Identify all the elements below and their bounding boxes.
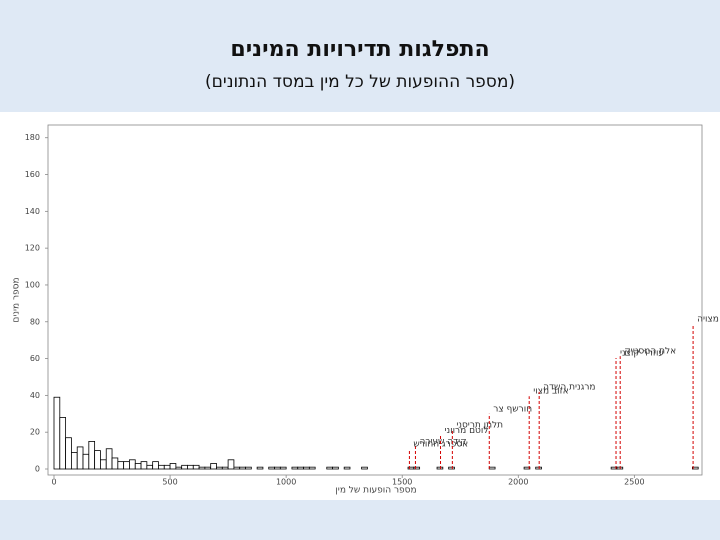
annotation-label: אלת המסטיק — [624, 347, 676, 357]
chart-panel — [0, 112, 720, 500]
x-tick-label: 1500 — [392, 478, 412, 487]
histogram-bar — [233, 466, 241, 470]
x-tick-label: 500 — [162, 478, 177, 487]
histogram-bar — [105, 448, 113, 470]
histogram-bar — [535, 466, 542, 470]
x-axis-label: מספר הופעות של מין — [335, 486, 416, 496]
histogram-bar — [100, 459, 107, 470]
plot-frame — [47, 124, 703, 476]
x-tick-label: 2500 — [624, 478, 644, 487]
histogram-bar — [291, 466, 299, 470]
histogram-bar — [175, 466, 183, 470]
x-tick-label: 1000 — [276, 478, 296, 487]
histogram-bar — [82, 453, 90, 470]
y-tick-label: 120 — [25, 244, 40, 253]
histogram-bar — [216, 466, 223, 470]
histogram-bar — [123, 461, 130, 470]
histogram-bar — [129, 459, 136, 470]
y-tick-label: 0 — [35, 465, 40, 474]
histogram-bar — [65, 437, 72, 470]
histogram-bar — [332, 466, 339, 470]
y-tick-label: 80 — [30, 317, 40, 326]
annotation-label: תלתן תריסני — [456, 421, 503, 431]
histogram-bar — [245, 466, 252, 470]
histogram-bar — [343, 466, 351, 470]
histogram-bar — [221, 466, 229, 470]
histogram-bar — [227, 459, 235, 470]
histogram-bar — [523, 466, 531, 470]
histogram-bar — [256, 466, 264, 470]
y-tick-label: 100 — [25, 280, 40, 289]
histogram-bar — [407, 466, 415, 470]
histogram-bar — [71, 452, 78, 470]
y-tick-label: 20 — [30, 428, 40, 437]
histogram-bar — [413, 466, 421, 470]
y-tick-label: 180 — [25, 133, 40, 142]
histogram-bar — [198, 466, 206, 470]
histogram-bar — [88, 440, 96, 470]
histogram-bar — [326, 466, 333, 470]
histogram-bar — [181, 464, 188, 470]
y-tick-label: 40 — [30, 391, 40, 400]
histogram-bar — [279, 466, 287, 470]
annotation-label: עוזרר קוצני — [620, 348, 664, 358]
histogram-bar — [53, 396, 61, 470]
histogram-bar — [146, 464, 154, 470]
annotation-label: רקפת מצויה — [697, 315, 720, 325]
histogram-bar — [140, 461, 148, 470]
histogram-bar — [163, 464, 171, 470]
histogram-bar — [210, 463, 217, 470]
histogram-bar — [204, 466, 212, 470]
annotation-label: קידה שעירה — [419, 437, 466, 447]
annotation-label: לוטם מרווני — [445, 426, 489, 436]
histogram-bar — [94, 450, 101, 470]
histogram-bar — [436, 466, 444, 470]
chart-subtitle: (מספר ההופעות של כל מין במסד הנתונים) — [205, 72, 515, 92]
annotation-label: מרגנית השדה — [543, 382, 595, 392]
histogram-bar — [76, 446, 84, 470]
x-tick-label: 0 — [51, 478, 56, 487]
chart-title: התפלגות תדירויות המינים — [230, 37, 489, 62]
x-tick-label: 2000 — [508, 478, 528, 487]
histogram-bar — [448, 466, 455, 470]
histogram-bar — [152, 461, 159, 470]
histogram-bar — [303, 466, 310, 470]
histogram-bar — [169, 463, 177, 470]
histogram-bar — [361, 466, 368, 470]
histogram-bar — [117, 461, 125, 470]
histogram-bar — [158, 464, 165, 470]
annotation-label: חורשף צר — [493, 404, 532, 414]
histogram-bar — [274, 466, 281, 470]
annotation-label: אזוב מצוי — [533, 387, 569, 397]
histogram-bar — [192, 464, 200, 470]
histogram-bar — [268, 466, 275, 470]
histogram-bar — [488, 466, 496, 470]
histogram-bar — [239, 466, 246, 470]
annotation-label: אספרג החורש — [413, 440, 468, 450]
y-tick-label: 160 — [25, 170, 40, 179]
y-tick-label: 60 — [30, 354, 40, 363]
histogram-bar — [134, 463, 142, 470]
histogram-bar — [59, 417, 67, 470]
histogram-bar — [691, 466, 699, 470]
histogram-bar — [308, 466, 316, 470]
y-axis-label: מספר מינים — [12, 277, 22, 322]
histogram-bar — [297, 466, 304, 470]
y-tick-label: 140 — [25, 207, 40, 216]
histogram-bar — [111, 457, 119, 470]
histogram-bar — [187, 464, 194, 470]
